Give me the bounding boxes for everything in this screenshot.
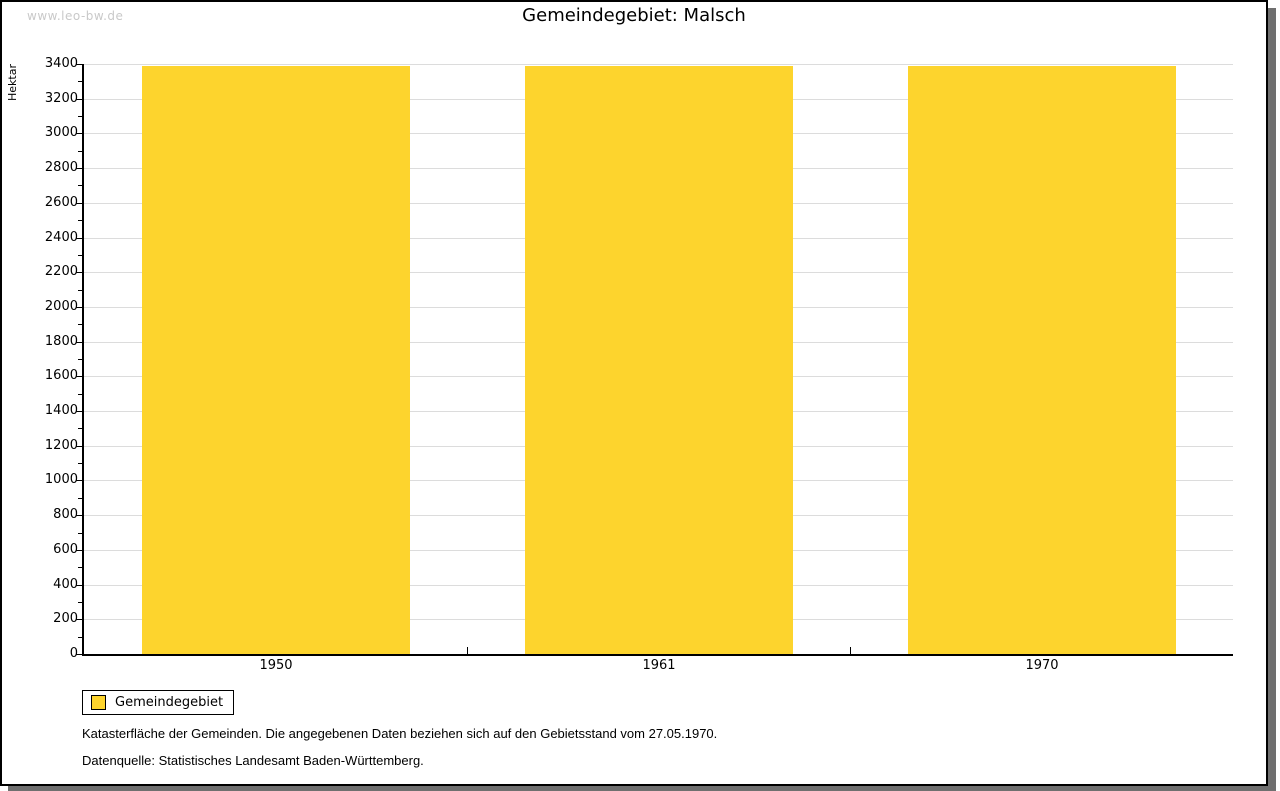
footnote-line1: Katasterfläche der Gemeinden. Die angege… (82, 726, 718, 741)
y-tick-major (76, 238, 82, 239)
y-tick-major (76, 550, 82, 551)
x-tick-label: 1961 (642, 658, 676, 673)
y-tick-major (76, 168, 82, 169)
y-tick-label: 2200 (44, 264, 78, 279)
y-tick-major (76, 203, 82, 204)
y-tick-minor (78, 533, 82, 534)
y-tick-major (76, 272, 82, 273)
y-tick-major (76, 133, 82, 134)
y-tick-label: 1400 (44, 403, 78, 418)
chart-title: Gemeindegebiet: Malsch (522, 5, 746, 26)
y-tick-label: 3400 (44, 56, 78, 71)
y-tick-label: 3200 (44, 91, 78, 106)
y-tick-label: 800 (53, 507, 78, 522)
y-tick-label: 3000 (44, 125, 78, 140)
y-tick-major (76, 64, 82, 65)
y-tick-label: 0 (69, 646, 78, 661)
y-tick-label: 200 (53, 611, 78, 626)
y-tick-minor (78, 428, 82, 429)
x-tick-label: 1950 (259, 658, 293, 673)
y-tick-label: 2400 (44, 230, 78, 245)
y-tick-minor (78, 81, 82, 82)
plot-area (76, 64, 1233, 656)
y-tick-major (76, 654, 82, 655)
y-gridline (84, 64, 1233, 65)
y-tick-minor (78, 602, 82, 603)
y-axis-label: Hektar (6, 64, 19, 101)
y-tick-minor (78, 394, 82, 395)
footnote-line2: Datenquelle: Statistisches Landesamt Bad… (82, 753, 424, 768)
x-axis-line (82, 654, 1233, 656)
y-tick-label: 2600 (44, 195, 78, 210)
y-tick-major (76, 585, 82, 586)
y-tick-major (76, 307, 82, 308)
y-tick-label: 1600 (44, 368, 78, 383)
y-tick-label: 600 (53, 542, 78, 557)
y-tick-major (76, 411, 82, 412)
y-tick-label: 400 (53, 577, 78, 592)
y-tick-minor (78, 255, 82, 256)
y-tick-minor (78, 220, 82, 221)
y-tick-label: 2000 (44, 299, 78, 314)
y-tick-minor (78, 116, 82, 117)
legend: Gemeindegebiet (82, 690, 235, 715)
bar-1950 (142, 66, 410, 654)
y-tick-label: 1000 (44, 472, 78, 487)
y-tick-major (76, 446, 82, 447)
y-tick-minor (78, 151, 82, 152)
y-tick-major (76, 342, 82, 343)
y-tick-major (76, 619, 82, 620)
y-tick-minor (78, 324, 82, 325)
bar-1961 (525, 66, 793, 654)
y-tick-minor (78, 359, 82, 360)
y-axis-line (82, 64, 84, 656)
watermark: www.leo-bw.de (27, 9, 124, 23)
x-tick (467, 647, 468, 654)
y-tick-minor (78, 185, 82, 186)
y-tick-major (76, 376, 82, 377)
y-tick-major (76, 515, 82, 516)
y-tick-minor (78, 498, 82, 499)
y-tick-minor (78, 290, 82, 291)
y-tick-minor (78, 567, 82, 568)
bar-1970 (908, 66, 1176, 654)
y-tick-label: 1200 (44, 438, 78, 453)
y-tick-minor (78, 463, 82, 464)
legend-swatch (91, 695, 106, 710)
x-tick-label: 1970 (1025, 658, 1059, 673)
y-tick-major (76, 480, 82, 481)
legend-label: Gemeindegebiet (115, 694, 224, 710)
y-tick-major (76, 99, 82, 100)
x-tick (850, 647, 851, 654)
y-tick-label: 2800 (44, 160, 78, 175)
y-tick-label: 1800 (44, 334, 78, 349)
y-tick-minor (78, 637, 82, 638)
